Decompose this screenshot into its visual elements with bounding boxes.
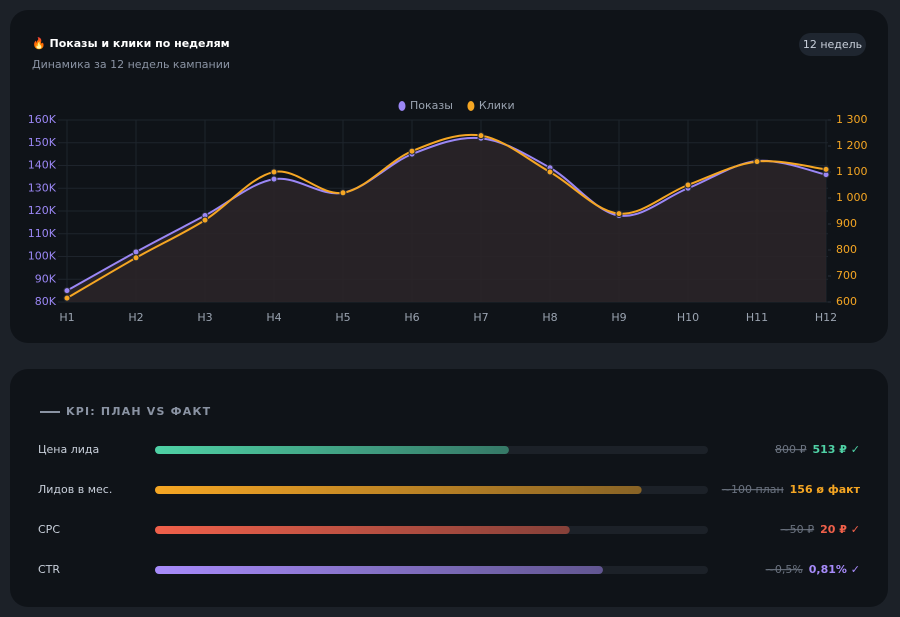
point (63, 294, 71, 302)
y-tick-label: 160K (28, 113, 57, 126)
legend-label: Показы (410, 99, 453, 112)
badge[interactable] (799, 33, 866, 56)
line (66, 136, 827, 292)
point (822, 165, 830, 173)
x-tick-label: Н11 (746, 311, 768, 324)
y-tick-label: 140K (28, 159, 57, 172)
kpi-progress (155, 486, 642, 494)
x-tick-label: Н3 (197, 311, 212, 324)
y2-tick-label: 1 100 (836, 165, 868, 178)
kpi-fact: 0,81% ✓ (809, 563, 860, 576)
y2-tick-label: 1 200 (836, 139, 868, 152)
x-tick-label: Н9 (611, 311, 626, 324)
kpi-label: Цена лида (38, 443, 99, 456)
badge-label[interactable]: 12 недель (803, 38, 862, 51)
x-tick-label: Н5 (335, 311, 350, 324)
kpi-progress (155, 566, 603, 574)
legend-item[interactable] (466, 98, 516, 114)
y-tick-label: 80K (35, 295, 57, 308)
point (408, 147, 416, 155)
legend-swatch (398, 101, 406, 111)
x-tick-label: Н1 (59, 311, 74, 324)
y-tick-label: 120K (28, 204, 57, 217)
kpi-fact: 513 ₽ ✓ (813, 443, 861, 456)
x-tick-label: Н2 (128, 311, 143, 324)
chart-title: 🔥 Показы и клики по неделям (32, 37, 230, 50)
y2-tick-label: 900 (836, 217, 857, 230)
kpi-fact: 20 ₽ ✓ (820, 523, 860, 536)
chart-subtitle: Динамика за 12 недель кампании (32, 58, 230, 71)
point (132, 248, 140, 256)
point (753, 158, 761, 166)
legend-swatch (467, 101, 475, 111)
y2-tick-label: 600 (836, 295, 857, 308)
y2-tick-label: 800 (836, 243, 857, 256)
y2-tick-label: 1 300 (836, 113, 868, 126)
point (339, 189, 347, 197)
kpi-fact: 156 ø факт (790, 483, 861, 496)
x-tick-label: Н6 (404, 311, 419, 324)
point (201, 216, 209, 224)
legend-label: Клики (479, 99, 515, 112)
kpi-label: CTR (38, 563, 60, 576)
point (546, 168, 554, 176)
legend-item[interactable] (397, 98, 454, 114)
kpi-plan: ~0,5% (766, 563, 803, 576)
kpi-progress (155, 446, 509, 454)
point (477, 132, 485, 140)
x-tick-label: Н4 (266, 311, 281, 324)
y-tick-label: 100K (28, 250, 57, 263)
point (63, 287, 71, 295)
kpi-title: KPI: ПЛАН VS ФАКТ (66, 405, 211, 418)
y-tick-label: 110K (28, 227, 57, 240)
x-tick-label: Н10 (677, 311, 699, 324)
x-tick-label: Н8 (542, 311, 557, 324)
y2-tick-label: 1 000 (836, 191, 868, 204)
kpi-label: CPC (38, 523, 60, 536)
kpi-plan: 800 ₽ (775, 443, 807, 456)
point (615, 210, 623, 218)
point (270, 168, 278, 176)
kpi-label: Лидов в мес. (38, 483, 112, 496)
y-tick-label: 90K (35, 272, 57, 285)
x-tick-label: Н12 (815, 311, 837, 324)
area (67, 137, 826, 302)
kpi-progress (155, 526, 570, 534)
point (132, 254, 140, 262)
kpi-plan: ~50 ₽ (780, 523, 814, 536)
y-tick-label: 130K (28, 181, 57, 194)
y2-tick-label: 700 (836, 269, 857, 282)
y-tick-label: 150K (28, 136, 57, 149)
kpi-plan: ~100 план (722, 483, 784, 496)
x-tick-label: Н7 (473, 311, 488, 324)
point (270, 175, 278, 183)
point (684, 181, 692, 189)
